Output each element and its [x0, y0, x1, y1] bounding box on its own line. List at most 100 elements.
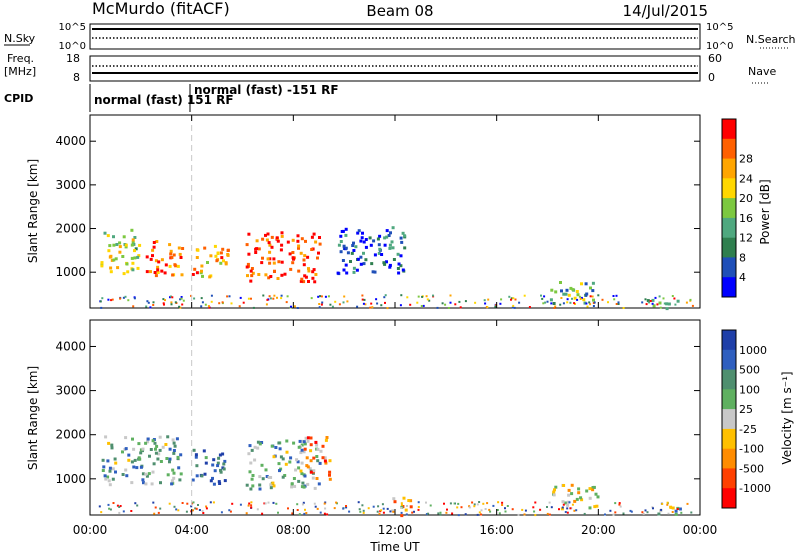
data-cell: [118, 250, 122, 254]
data-cell: [145, 305, 148, 308]
noise-left-tick-bottom: 10^0: [59, 41, 86, 52]
data-cell: [303, 474, 307, 478]
data-cell: [211, 476, 214, 480]
data-cell: [261, 477, 265, 481]
data-cell: [272, 257, 276, 261]
data-cell: [314, 273, 318, 276]
data-cell: [256, 440, 260, 444]
data-cell: [406, 505, 408, 507]
data-cell: [562, 503, 565, 506]
data-cell: [554, 485, 558, 489]
data-cell: [321, 456, 325, 460]
data-cell: [273, 294, 276, 297]
data-cell: [583, 512, 586, 515]
data-cell: [212, 458, 216, 462]
data-cell: [560, 507, 564, 511]
data-cell: [554, 290, 558, 294]
data-cell: [321, 444, 325, 448]
data-cell: [266, 257, 270, 261]
data-cell: [108, 507, 111, 510]
data-cell: [119, 297, 122, 300]
data-cell: [671, 295, 674, 297]
data-cell: [293, 484, 297, 488]
data-cell: [147, 472, 151, 476]
data-cell: [121, 255, 125, 258]
data-cell: [654, 296, 657, 299]
data-cell: [281, 457, 285, 461]
data-cell: [296, 239, 300, 243]
data-cell: [630, 510, 633, 513]
data-cell: [239, 296, 242, 299]
data-cell: [124, 447, 128, 451]
data-cell: [334, 300, 337, 303]
data-cell: [216, 251, 220, 255]
data-cell: [567, 488, 571, 492]
data-cell: [346, 251, 350, 255]
data-cell: [210, 300, 213, 303]
data-cell: [384, 294, 387, 297]
colorbar-tick-label: 24: [739, 172, 753, 185]
data-cell: [317, 482, 321, 486]
data-cell: [283, 272, 287, 276]
data-cell: [179, 306, 182, 309]
data-cell: [468, 505, 471, 508]
data-cell: [171, 273, 175, 277]
data-cell: [344, 263, 348, 267]
data-cell: [130, 460, 134, 464]
data-cell: [676, 299, 680, 303]
data-cell: [247, 297, 250, 300]
data-cell: [203, 472, 207, 476]
data-cell: [272, 484, 276, 488]
data-cell: [111, 298, 114, 301]
data-cell: [303, 254, 307, 258]
data-cell: [160, 258, 164, 262]
data-cell: [376, 510, 379, 513]
data-cell: [144, 472, 148, 476]
data-cell: [648, 301, 651, 304]
data-cell: [294, 468, 298, 472]
data-cell: [306, 436, 310, 440]
x-tick-label: 20:00: [581, 523, 616, 537]
colorbar-tick-label: -500: [739, 462, 764, 475]
data-cell: [420, 305, 423, 307]
data-cell: [137, 254, 141, 258]
data-cell: [579, 297, 582, 300]
data-cell: [534, 501, 537, 504]
data-cell: [550, 506, 553, 509]
data-cell: [146, 300, 149, 303]
data-cell: [344, 246, 348, 250]
data-cell: [342, 301, 345, 304]
data-cell: [134, 247, 138, 251]
noise-right-label: N.Search: [746, 33, 796, 46]
data-cell: [195, 464, 199, 468]
data-cell: [559, 303, 562, 306]
data-cell: [343, 295, 346, 298]
data-cell: [118, 506, 121, 508]
data-cell: [352, 270, 356, 274]
data-cell: [222, 259, 225, 263]
data-cell: [285, 301, 288, 304]
data-cell: [389, 231, 392, 235]
data-cell: [160, 269, 164, 273]
data-cell: [318, 461, 322, 465]
data-cell: [285, 439, 289, 443]
data-cell: [112, 235, 115, 239]
data-cell: [576, 293, 580, 297]
data-cell: [156, 271, 160, 274]
data-cell: [221, 247, 225, 251]
data-cell: [571, 297, 573, 300]
data-cell: [528, 306, 531, 308]
data-cell: [429, 504, 432, 507]
data-cell: [657, 512, 661, 516]
data-cell: [302, 258, 306, 262]
data-cell: [153, 512, 156, 515]
data-cell: [400, 502, 403, 505]
data-cell: [194, 507, 197, 510]
data-cell: [280, 273, 284, 277]
data-cell: [570, 492, 574, 496]
data-cell: [122, 510, 125, 513]
data-cell: [170, 479, 174, 483]
data-cell: [459, 306, 462, 309]
data-cell: [381, 503, 384, 506]
data-cell: [194, 453, 198, 457]
